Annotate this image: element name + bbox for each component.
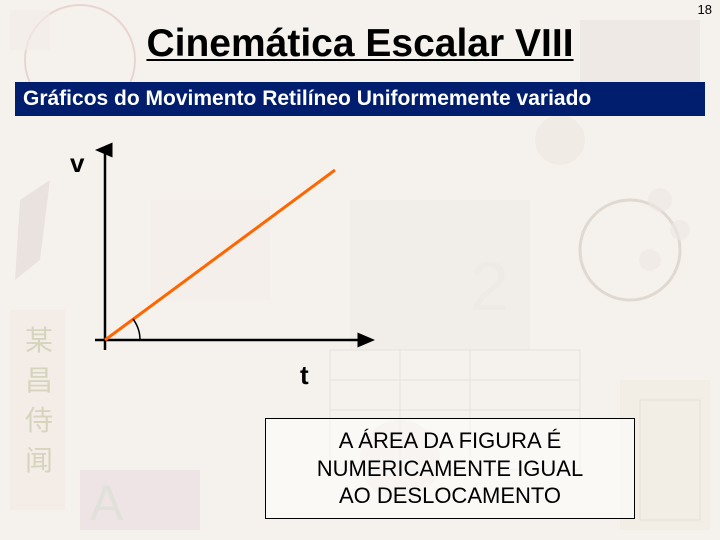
velocity-line [105, 170, 335, 340]
svg-text:A: A [90, 475, 124, 531]
svg-text:侍: 侍 [25, 405, 53, 436]
caption-box: A ÁREA DA FIGURA É NUMERICAMENTE IGUAL A… [265, 418, 635, 519]
svg-text:某: 某 [25, 325, 53, 356]
svg-text:2: 2 [470, 247, 509, 325]
subtitle-bar: Gráficos do Movimento Retilíneo Uniforme… [15, 82, 705, 116]
caption-line-3: AO DESLOCAMENTO [272, 482, 628, 510]
caption-line-1: A ÁREA DA FIGURA É [272, 427, 628, 455]
y-axis-label: v [70, 148, 84, 179]
page-number: 18 [698, 2, 712, 17]
svg-text:昌: 昌 [25, 365, 53, 396]
slide-title: Cinemática Escalar VIII [146, 22, 573, 66]
angle-arc [133, 319, 140, 340]
svg-text:闻: 闻 [25, 445, 53, 476]
vt-chart [55, 140, 375, 370]
subtitle-text: Gráficos do Movimento Retilíneo Uniforme… [23, 87, 591, 111]
caption-line-2: NUMERICAMENTE IGUAL [272, 455, 628, 483]
x-axis-label: t [300, 360, 309, 391]
